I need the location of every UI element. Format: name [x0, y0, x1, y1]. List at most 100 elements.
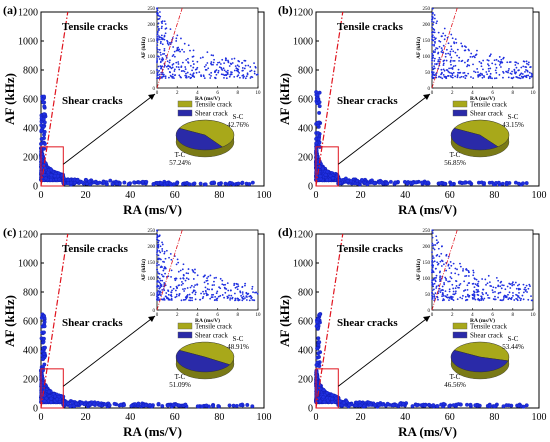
inset-point	[468, 271, 470, 274]
inset-point	[170, 276, 172, 278]
inset-point	[253, 299, 256, 302]
inset-point	[452, 293, 455, 296]
inset-point	[500, 280, 503, 283]
y-tick-label: 1200	[293, 8, 313, 19]
inset-x-tick-label: 8	[237, 313, 240, 318]
inset-point	[246, 72, 249, 75]
inset-point	[494, 291, 496, 293]
inset-point	[180, 299, 183, 302]
shear-region-label: Shear cracks	[337, 95, 398, 107]
scatter-point	[42, 362, 47, 367]
inset-point	[204, 68, 207, 71]
scatter-point	[250, 180, 255, 185]
inset-point	[482, 293, 484, 296]
inset-point	[210, 71, 213, 74]
inset-point	[208, 73, 211, 76]
inset-point	[170, 291, 173, 294]
inset-point	[474, 71, 477, 74]
inset-point	[449, 50, 452, 53]
inset-point	[499, 62, 502, 65]
inset-point	[202, 75, 205, 78]
inset-point	[503, 294, 506, 297]
scatter-point	[108, 178, 113, 183]
inset-point	[249, 66, 252, 68]
inset-point	[431, 18, 433, 21]
inset-point	[472, 63, 474, 66]
inset-point	[238, 65, 240, 68]
scatter-point	[216, 404, 221, 408]
inset-point	[163, 250, 166, 253]
inset-point	[238, 71, 241, 74]
panel-label: (b)	[278, 3, 293, 17]
inset-point	[218, 286, 220, 289]
inset-point	[444, 290, 447, 293]
inset-point	[241, 67, 244, 69]
inset-point	[210, 296, 213, 299]
inset-point	[180, 70, 183, 72]
scatter-point	[55, 397, 60, 402]
inset-point	[472, 274, 475, 277]
inset-x-tick-label: 8	[237, 91, 240, 96]
inset-point	[441, 260, 444, 263]
inset-point	[156, 31, 159, 34]
inset-point	[200, 75, 203, 78]
inset-point	[431, 297, 434, 300]
inset-point	[172, 46, 175, 48]
inset-point	[168, 256, 170, 259]
inset-point	[165, 249, 168, 252]
inset-point	[159, 245, 162, 248]
inset-point	[525, 69, 527, 71]
inset-point	[169, 286, 172, 288]
inset-point	[445, 253, 448, 256]
inset-point	[520, 297, 522, 300]
scatter-point	[359, 178, 364, 182]
inset-point	[223, 69, 226, 72]
inset-x-tick-label: 0	[431, 91, 434, 96]
inset-point	[173, 68, 176, 71]
scatter-point	[372, 181, 377, 186]
inset-point	[473, 277, 476, 280]
inset-point	[159, 266, 162, 269]
inset-point	[158, 38, 161, 41]
inset-point	[161, 25, 163, 28]
inset-point	[169, 294, 172, 297]
inset-point	[444, 34, 447, 37]
inset-point	[191, 291, 194, 294]
inset-point	[159, 51, 162, 54]
inset-point	[435, 235, 438, 238]
scatter-point	[439, 402, 444, 407]
scatter-point	[323, 172, 328, 177]
scatter-point	[42, 146, 47, 151]
inset-point	[448, 288, 451, 291]
inset-point	[500, 66, 502, 68]
inset-point	[464, 275, 466, 278]
scatter-point	[468, 402, 473, 407]
inset-point	[217, 69, 220, 72]
inset-point	[491, 289, 494, 292]
inset-point	[432, 278, 435, 281]
legend-label-tensile: Tensile crack	[470, 101, 508, 109]
inset-point	[447, 280, 450, 283]
inset-point	[185, 59, 188, 61]
inset-y-axis-label: AF (kHz)	[140, 37, 147, 59]
x-tick-label: 0	[314, 412, 319, 423]
inset-point	[236, 286, 238, 288]
inset-point	[200, 292, 202, 295]
scatter-point	[504, 180, 509, 185]
inset-point	[473, 296, 476, 298]
scatter-point	[345, 178, 350, 183]
scatter-point	[435, 404, 440, 409]
inset-point	[164, 23, 167, 25]
scatter-point	[40, 356, 45, 361]
pie-percent-shear: 48.91%	[227, 343, 249, 351]
inset-point	[194, 298, 197, 301]
inset-point	[184, 287, 186, 290]
inset-point	[495, 276, 498, 279]
inset-point	[432, 67, 435, 70]
inset-point	[171, 73, 174, 76]
inset-point	[156, 251, 158, 254]
inset-point	[510, 298, 513, 301]
inset-point	[156, 44, 159, 46]
inset-point	[202, 290, 204, 293]
shear-region-label: Shear cracks	[62, 317, 123, 329]
